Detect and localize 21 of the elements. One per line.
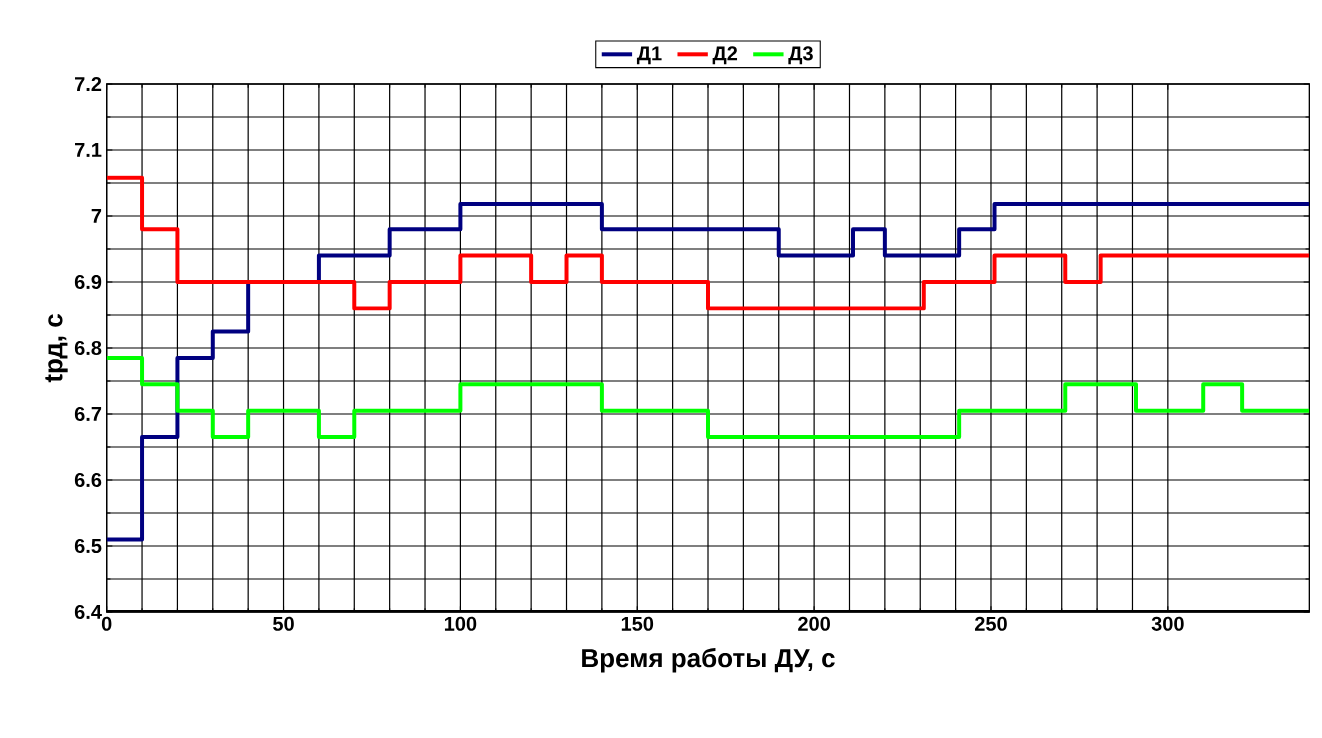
y-tick-label: 7 — [91, 209, 102, 223]
x-tick-label: 50 — [273, 616, 294, 631]
legend-label: Д2 — [712, 46, 738, 65]
y-tick-label: 6.7 — [74, 406, 102, 422]
y-tick-label: 6.8 — [74, 340, 102, 356]
x-tick-label: 300 — [1151, 616, 1184, 631]
y-tick-label: 6.6 — [74, 472, 102, 488]
x-tick-label: 100 — [444, 616, 477, 631]
y-tick-label: 7.1 — [75, 143, 102, 157]
legend-label: Д1 — [636, 46, 662, 65]
x-axis-title: Время работы ДУ, с — [582, 648, 835, 673]
y-tick-label: 6.4 — [74, 604, 102, 620]
y-tick-label: 6.5 — [74, 538, 102, 554]
y-tick-label: 7.2 — [75, 77, 102, 91]
y-axis-title: tрд, с — [45, 314, 68, 383]
y-tick-label: 6.9 — [74, 274, 102, 290]
x-tick-label: 250 — [974, 616, 1007, 631]
legend-label: Д3 — [788, 46, 813, 65]
x-tick-label: 200 — [798, 616, 830, 631]
x-tick-label: 150 — [621, 616, 654, 631]
x-tick-label: 0 — [101, 616, 112, 631]
